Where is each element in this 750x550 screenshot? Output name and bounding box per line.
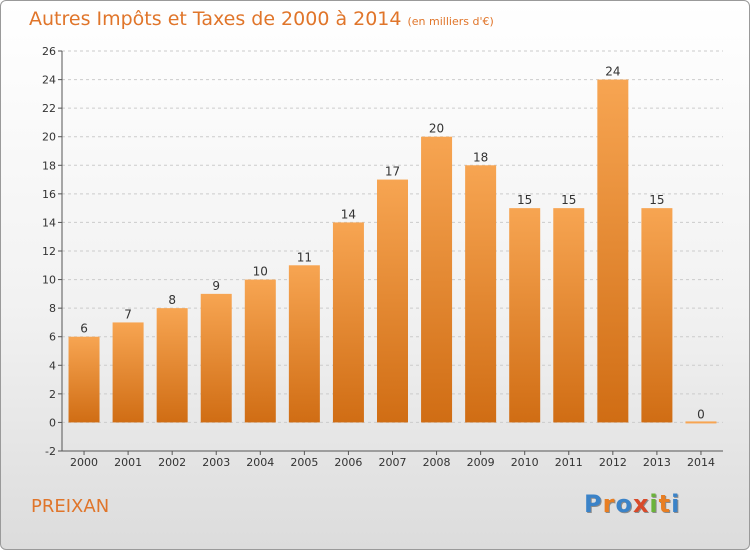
data-label: 0 [697, 407, 705, 421]
x-tick-label: 2005 [290, 456, 318, 469]
logo-letter: i [649, 490, 659, 518]
x-tick-label: 2008 [423, 456, 451, 469]
data-label: 7 [124, 307, 132, 321]
proxiti-logo[interactable]: Proxiti [584, 490, 680, 518]
x-tick-label: 2004 [246, 456, 274, 469]
data-label: 15 [517, 193, 532, 207]
x-tick-label: 2002 [158, 456, 186, 469]
y-tick-label: 4 [49, 359, 56, 372]
data-label: 24 [605, 65, 620, 79]
x-tick-label: 2001 [114, 456, 142, 469]
bar [421, 136, 453, 423]
bar [112, 322, 144, 423]
data-label: 6 [80, 322, 88, 336]
logo-letter: r [602, 490, 616, 518]
bar [465, 165, 497, 423]
y-tick-label: 26 [42, 45, 56, 58]
y-tick-label: 10 [42, 274, 56, 287]
y-tick-label: 6 [49, 331, 56, 344]
bars [68, 79, 717, 424]
bar [244, 279, 276, 423]
logo-letter: o [615, 490, 633, 518]
data-label: 14 [341, 207, 356, 221]
chart-title: Autres Impôts et Taxes de 2000 à 2014 (en… [29, 8, 494, 30]
x-tick-label: 2014 [687, 456, 715, 469]
bar [641, 208, 673, 423]
bar [200, 293, 232, 423]
data-label: 10 [253, 265, 268, 279]
logo-letter: P [584, 490, 603, 518]
bar [288, 265, 320, 423]
data-label: 11 [297, 250, 312, 264]
y-tick-label: 20 [42, 131, 56, 144]
x-tick-label: 2007 [379, 456, 407, 469]
chart-title-text: Autres Impôts et Taxes de 2000 à 2014 [29, 8, 402, 30]
x-tick-label: 2012 [599, 456, 627, 469]
y-tick-label: 24 [42, 74, 56, 87]
data-label: 15 [561, 193, 576, 207]
bar [156, 308, 188, 423]
logo-letter: t [658, 490, 672, 518]
data-label: 8 [168, 293, 176, 307]
y-tick-label: 22 [42, 102, 56, 115]
data-label: 17 [385, 165, 400, 179]
bar [685, 421, 717, 424]
commune-name: PREIXAN [31, 496, 110, 517]
logo-letter: x [632, 490, 650, 518]
bar [553, 208, 585, 423]
bar [332, 222, 364, 423]
x-tick-label: 2010 [511, 456, 539, 469]
x-tick-label: 2003 [202, 456, 230, 469]
x-tick-label: 2013 [643, 456, 671, 469]
data-label: 9 [212, 279, 220, 293]
y-tick-label: 0 [49, 416, 56, 429]
x-tick-label: 2000 [70, 456, 98, 469]
x-tick-label: 2009 [467, 456, 495, 469]
logo-letter: i [671, 490, 681, 518]
y-tick-label: 14 [42, 216, 56, 229]
y-tick-label: 2 [49, 388, 56, 401]
data-label: 18 [473, 150, 488, 164]
y-tick-label: 18 [42, 159, 56, 172]
bar [597, 79, 629, 423]
bar [68, 336, 100, 423]
x-tick-label: 2006 [334, 456, 362, 469]
bar [377, 179, 408, 423]
y-tick-label: 8 [49, 302, 56, 315]
x-tick-label: 2011 [555, 456, 583, 469]
labels: 6 7 8 9 10 11 14 17 20 18 15 15 24 15 0 [80, 65, 705, 422]
y-tick-label: 16 [42, 188, 56, 201]
chart-subtitle: (en milliers d'€) [407, 15, 494, 28]
data-label: 20 [429, 122, 444, 136]
bar [509, 208, 541, 423]
y-tick-label: -2 [45, 445, 56, 458]
y-tick-label: 12 [42, 245, 56, 258]
data-label: 15 [649, 193, 664, 207]
